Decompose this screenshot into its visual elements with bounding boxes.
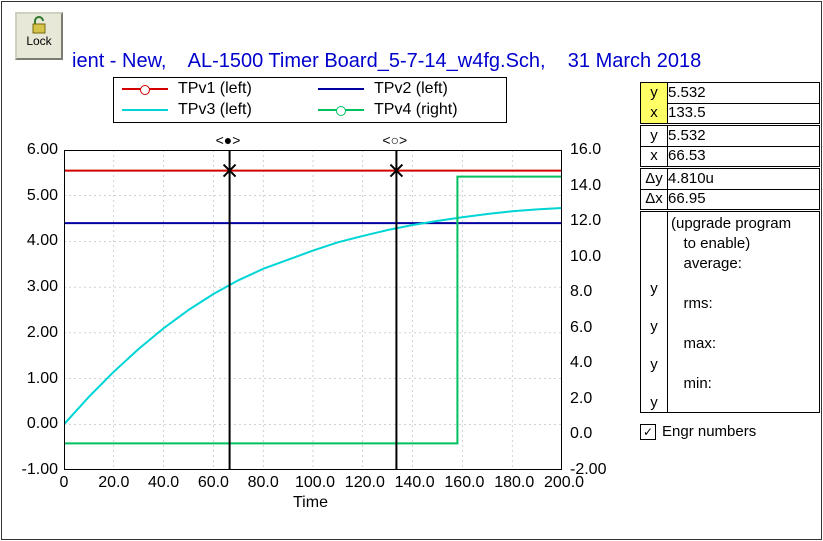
yleft-tick: 1.00 xyxy=(8,370,58,388)
readout-key: x xyxy=(641,103,668,123)
yright-tick: 0.0 xyxy=(570,425,592,443)
lock-button[interactable]: Lock xyxy=(15,12,63,60)
x-tick: 60.0 xyxy=(195,474,231,492)
x-tick: 0 xyxy=(46,474,82,492)
chart-plot-area[interactable] xyxy=(64,150,562,470)
lock-label: Lock xyxy=(17,34,61,48)
yright-tick: 10.0 xyxy=(570,248,601,266)
x-axis-label: Time xyxy=(293,494,328,512)
engr-label: Engr numbers xyxy=(662,423,756,440)
x-tick: 120.0 xyxy=(345,474,381,492)
readout-key: Δy xyxy=(641,169,668,189)
x-tick: 180.0 xyxy=(494,474,530,492)
yleft-tick: 4.00 xyxy=(8,232,58,250)
legend-label: TPv1 (left) xyxy=(178,80,252,98)
upgrade-text: (upgrade program to enable) average: rms… xyxy=(671,214,791,394)
x-tick: 80.0 xyxy=(245,474,281,492)
readout-y-label: y xyxy=(641,394,667,411)
yright-tick: 12.0 xyxy=(570,212,601,230)
yright-tick: 4.0 xyxy=(570,354,592,372)
yleft-tick: 2.00 xyxy=(8,324,58,342)
yleft-tick: 6.00 xyxy=(8,141,58,159)
yleft-tick: 0.00 xyxy=(8,415,58,433)
readout-y-label: y xyxy=(641,280,667,297)
legend-label: TPv4 (right) xyxy=(374,101,458,119)
cursor-handle-1[interactable]: <●> xyxy=(216,132,241,148)
readout-y-label: y xyxy=(641,318,667,335)
yleft-tick: 5.00 xyxy=(8,187,58,205)
legend-item-tpv3: TPv3 (left) xyxy=(122,101,252,119)
lock-icon xyxy=(29,16,49,34)
x-tick: 160.0 xyxy=(444,474,480,492)
title-text: ient - New, AL-1500 Timer Board_5-7-14_w… xyxy=(72,50,701,73)
readout-value: 133.5 xyxy=(668,103,815,123)
legend-label: TPv2 (left) xyxy=(374,80,448,98)
readout-y-label: y xyxy=(641,356,667,373)
yright-tick: 16.0 xyxy=(570,141,601,159)
engr-numbers-checkbox-row[interactable]: ✓ Engr numbers xyxy=(640,423,756,440)
yleft-tick: 3.00 xyxy=(8,278,58,296)
x-tick: 40.0 xyxy=(146,474,182,492)
readout-value: 66.53 xyxy=(668,146,815,166)
x-tick: 20.0 xyxy=(96,474,132,492)
readout-value: 5.532 xyxy=(668,83,815,103)
readout-key: x xyxy=(641,146,668,166)
readout-value: 4.810u xyxy=(668,169,815,189)
readout-key: Δx xyxy=(641,189,668,209)
cursor-handle-2[interactable]: <○> xyxy=(382,132,407,148)
x-tick: 140.0 xyxy=(395,474,431,492)
legend-label: TPv3 (left) xyxy=(178,101,252,119)
yright-tick: 8.0 xyxy=(570,283,592,301)
readout-key: y xyxy=(641,126,668,146)
chart-svg xyxy=(64,150,562,470)
yright-tick: 14.0 xyxy=(570,177,601,195)
legend-item-tpv1: TPv1 (left) xyxy=(122,80,252,98)
legend-item-tpv4: TPv4 (right) xyxy=(318,101,458,119)
legend-box: TPv1 (left) TPv2 (left) TPv3 (left) TPv4 (r… xyxy=(113,77,507,123)
yright-tick: 6.0 xyxy=(570,319,592,337)
x-tick: 100.0 xyxy=(295,474,331,492)
legend-item-tpv2: TPv2 (left) xyxy=(318,80,448,98)
readout-value: 66.95 xyxy=(668,189,815,209)
readout-key: y xyxy=(641,83,668,103)
readout-value: 5.532 xyxy=(668,126,815,146)
yright-tick: 2.0 xyxy=(570,390,592,408)
engr-checkbox[interactable]: ✓ xyxy=(640,424,656,440)
x-tick: 200.0 xyxy=(544,474,580,492)
